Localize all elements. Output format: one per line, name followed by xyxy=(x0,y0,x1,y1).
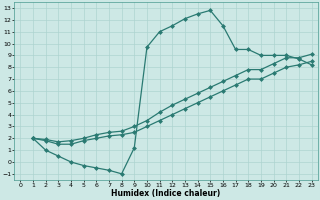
X-axis label: Humidex (Indice chaleur): Humidex (Indice chaleur) xyxy=(111,189,220,198)
